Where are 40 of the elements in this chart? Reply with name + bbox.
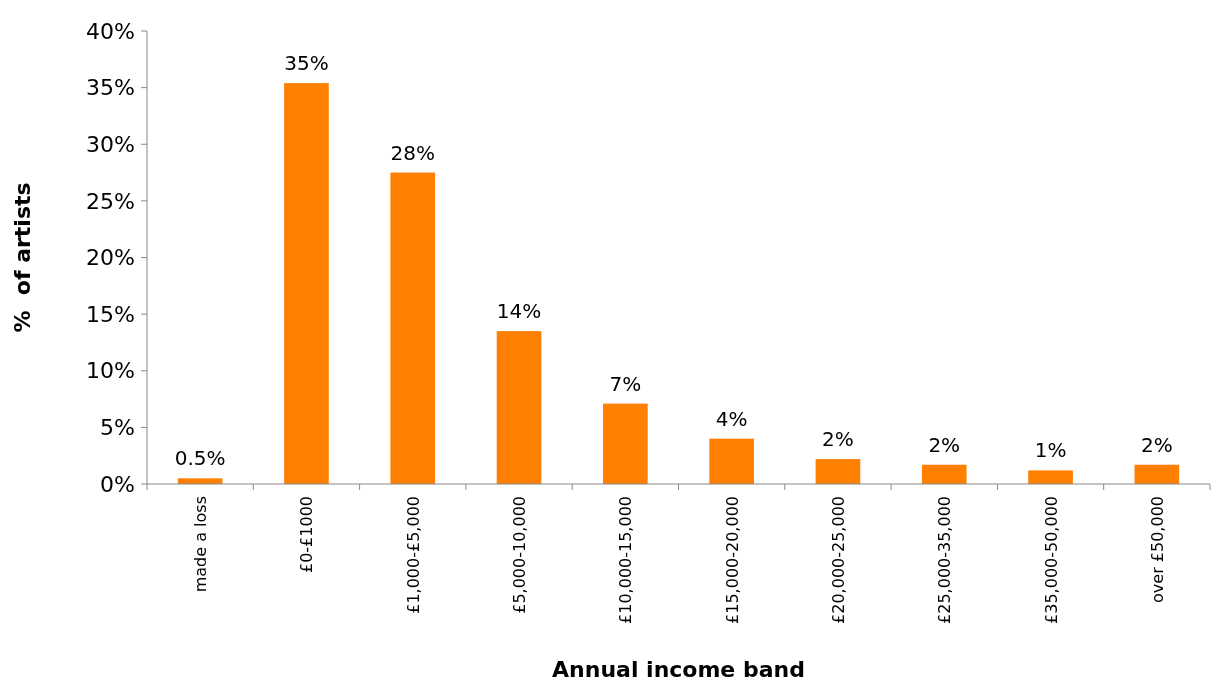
y-tick-label: 35% <box>86 75 135 101</box>
x-tick-label: made a loss <box>191 496 211 593</box>
data-label: 1% <box>1034 438 1067 463</box>
data-label: 2% <box>928 432 961 457</box>
bar <box>284 83 329 484</box>
y-axis-title: % of artists <box>10 182 35 333</box>
x-tick-label: £25,000-35,000 <box>935 496 955 624</box>
y-tick-label: 5% <box>100 415 135 441</box>
bar <box>390 172 436 484</box>
data-label: 28% <box>390 140 435 165</box>
bar <box>815 459 861 484</box>
data-label: 2% <box>822 427 854 452</box>
y-tick-label: 25% <box>86 188 135 214</box>
data-label: 7% <box>609 371 642 396</box>
y-tick-label: 15% <box>86 301 135 327</box>
bar <box>709 438 754 484</box>
data-label: 35% <box>284 51 329 76</box>
y-tick-label: 30% <box>86 131 135 157</box>
bar <box>1028 470 1073 484</box>
x-tick-label: £15,000-20,000 <box>722 496 742 624</box>
x-tick-label: £1,000-£5,000 <box>403 496 423 614</box>
x-tick-label: £20,000-25,000 <box>828 496 848 624</box>
data-label: 0.5% <box>174 446 226 471</box>
data-label: 4% <box>715 406 748 431</box>
y-tick-label: 0% <box>100 471 135 497</box>
x-tick-label: £35,000-50,000 <box>1041 496 1061 624</box>
bar <box>921 464 967 484</box>
x-tick-label: £5,000-10,000 <box>510 496 530 614</box>
x-tick-label: £10,000-15,000 <box>616 496 636 624</box>
x-tick-label: £0-£1000 <box>297 496 317 574</box>
bar <box>603 403 648 484</box>
x-axis-title: Annual income band <box>552 657 805 682</box>
y-tick-label: 20% <box>86 245 135 271</box>
bar <box>1134 464 1180 484</box>
data-label: 2% <box>1140 432 1173 457</box>
y-tick-label: 40% <box>86 18 135 44</box>
bar <box>496 331 542 484</box>
x-tick-label: over £50,000 <box>1147 496 1167 603</box>
y-tick-label: 10% <box>86 358 135 384</box>
data-label: 14% <box>496 299 542 324</box>
